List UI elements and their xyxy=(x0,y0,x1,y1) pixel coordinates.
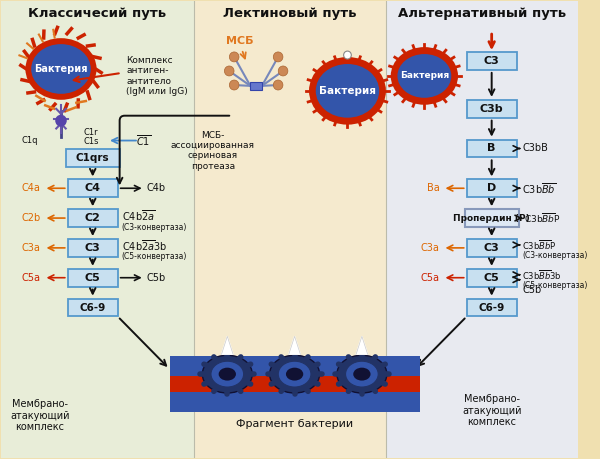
Bar xyxy=(465,209,518,227)
Text: Мембрано-
атакующий
комплекс: Мембрано- атакующий комплекс xyxy=(10,399,70,432)
Text: (С5-конвертаза): (С5-конвертаза) xyxy=(523,281,588,290)
Bar xyxy=(1,1,194,458)
Ellipse shape xyxy=(397,54,451,98)
Text: Ba: Ba xyxy=(427,183,440,193)
Text: Классичесий путь: Классичесий путь xyxy=(28,7,167,20)
Text: C6-9: C6-9 xyxy=(80,302,106,313)
Bar xyxy=(467,100,517,118)
Text: Бактерия: Бактерия xyxy=(319,86,376,96)
Text: C3b$\overline{Bb}$P: C3b$\overline{Bb}$P xyxy=(524,211,561,225)
Text: C5a: C5a xyxy=(22,273,41,283)
Text: C3: C3 xyxy=(85,243,101,253)
Text: C3b$\overline{Bb}$P: C3b$\overline{Bb}$P xyxy=(523,238,557,252)
Text: Альтернативный путь: Альтернативный путь xyxy=(398,7,566,20)
Text: C4b$\overline{2a}$: C4b$\overline{2a}$ xyxy=(122,209,155,224)
Ellipse shape xyxy=(337,355,387,393)
Ellipse shape xyxy=(391,47,458,105)
Text: (С3-конвертаза): (С3-конвертаза) xyxy=(523,252,588,260)
Text: C1qrs: C1qrs xyxy=(76,153,110,163)
Bar xyxy=(68,298,118,316)
Circle shape xyxy=(344,51,352,59)
Bar xyxy=(467,298,517,316)
Text: C3b$\overline{Bb}$: C3b$\overline{Bb}$ xyxy=(523,181,557,196)
Text: (С3-конвертаза): (С3-конвертаза) xyxy=(122,223,187,231)
Ellipse shape xyxy=(353,368,371,381)
Text: C1s: C1s xyxy=(83,137,98,146)
Text: Комплекс
антиген-
антитело
(IgM или IgG): Комплекс антиген- антитело (IgM или IgG) xyxy=(127,56,188,96)
Text: C4b: C4b xyxy=(146,183,166,193)
Text: С5b: С5b xyxy=(523,285,542,295)
Text: B: B xyxy=(487,144,496,153)
Bar xyxy=(170,372,419,396)
Text: C4: C4 xyxy=(85,183,101,193)
Bar xyxy=(68,269,118,287)
Ellipse shape xyxy=(211,361,244,387)
Text: C3a: C3a xyxy=(22,243,41,253)
Ellipse shape xyxy=(309,57,386,125)
Circle shape xyxy=(278,66,288,76)
Ellipse shape xyxy=(346,361,378,387)
Text: C3: C3 xyxy=(484,56,500,66)
Text: C3b: C3b xyxy=(480,104,503,114)
Text: Пропердин (Р): Пропердин (Р) xyxy=(453,213,530,223)
Text: Бактерия: Бактерия xyxy=(400,72,449,80)
Bar xyxy=(467,52,517,70)
Bar xyxy=(194,1,386,458)
Circle shape xyxy=(55,115,67,127)
Text: $\overline{C1}$: $\overline{C1}$ xyxy=(136,133,151,148)
Circle shape xyxy=(229,52,239,62)
Text: МСБ: МСБ xyxy=(226,36,254,46)
Text: C4b$\overline{2a}$3b: C4b$\overline{2a}$3b xyxy=(122,239,167,253)
Text: Мембрано-
атакующий
комплекс: Мембрано- атакующий комплекс xyxy=(462,394,521,427)
Ellipse shape xyxy=(278,361,311,387)
Bar xyxy=(467,140,517,157)
Text: С5a: С5a xyxy=(421,273,440,283)
Ellipse shape xyxy=(286,368,303,381)
Bar xyxy=(467,239,517,257)
Text: C3: C3 xyxy=(484,243,500,253)
Bar xyxy=(68,179,118,197)
Ellipse shape xyxy=(202,355,252,393)
Circle shape xyxy=(229,80,239,90)
Polygon shape xyxy=(289,336,301,354)
Polygon shape xyxy=(356,336,368,354)
Text: C3bB: C3bB xyxy=(523,144,548,153)
Text: C2b: C2b xyxy=(22,213,41,223)
Circle shape xyxy=(274,52,283,62)
Ellipse shape xyxy=(269,355,320,393)
Bar xyxy=(467,269,517,287)
Bar xyxy=(386,1,578,458)
Bar xyxy=(68,239,118,257)
Text: (С5-конвертаза): (С5-конвертаза) xyxy=(122,252,187,261)
Text: C4a: C4a xyxy=(22,183,41,193)
Text: С3a: С3a xyxy=(421,243,440,253)
Bar xyxy=(250,82,262,90)
Text: C2: C2 xyxy=(85,213,101,223)
Text: D: D xyxy=(487,183,496,193)
Text: Фрагмент бактерии: Фрагмент бактерии xyxy=(236,419,353,429)
Bar xyxy=(68,209,118,227)
Polygon shape xyxy=(221,336,233,354)
Circle shape xyxy=(224,66,234,76)
Ellipse shape xyxy=(25,38,97,100)
Bar xyxy=(170,356,419,376)
Text: МСБ-
ассоциированная
сериновая
протеаза: МСБ- ассоциированная сериновая протеаза xyxy=(171,131,255,171)
Text: Бактерия: Бактерия xyxy=(34,64,88,74)
Text: C5: C5 xyxy=(484,273,500,283)
Bar xyxy=(467,179,517,197)
Text: C1q: C1q xyxy=(22,136,38,145)
Text: C5: C5 xyxy=(85,273,101,283)
Ellipse shape xyxy=(316,64,379,118)
Ellipse shape xyxy=(31,44,91,94)
Text: C1r: C1r xyxy=(83,128,98,137)
Text: C6-9: C6-9 xyxy=(479,302,505,313)
Circle shape xyxy=(274,80,283,90)
Bar xyxy=(170,392,419,412)
Text: Лектиновый путь: Лектиновый путь xyxy=(223,7,356,20)
Ellipse shape xyxy=(218,368,236,381)
Bar xyxy=(66,150,119,168)
Text: C3b$\overline{Bb}$3b: C3b$\overline{Bb}$3b xyxy=(523,268,562,282)
Text: C5b: C5b xyxy=(146,273,166,283)
